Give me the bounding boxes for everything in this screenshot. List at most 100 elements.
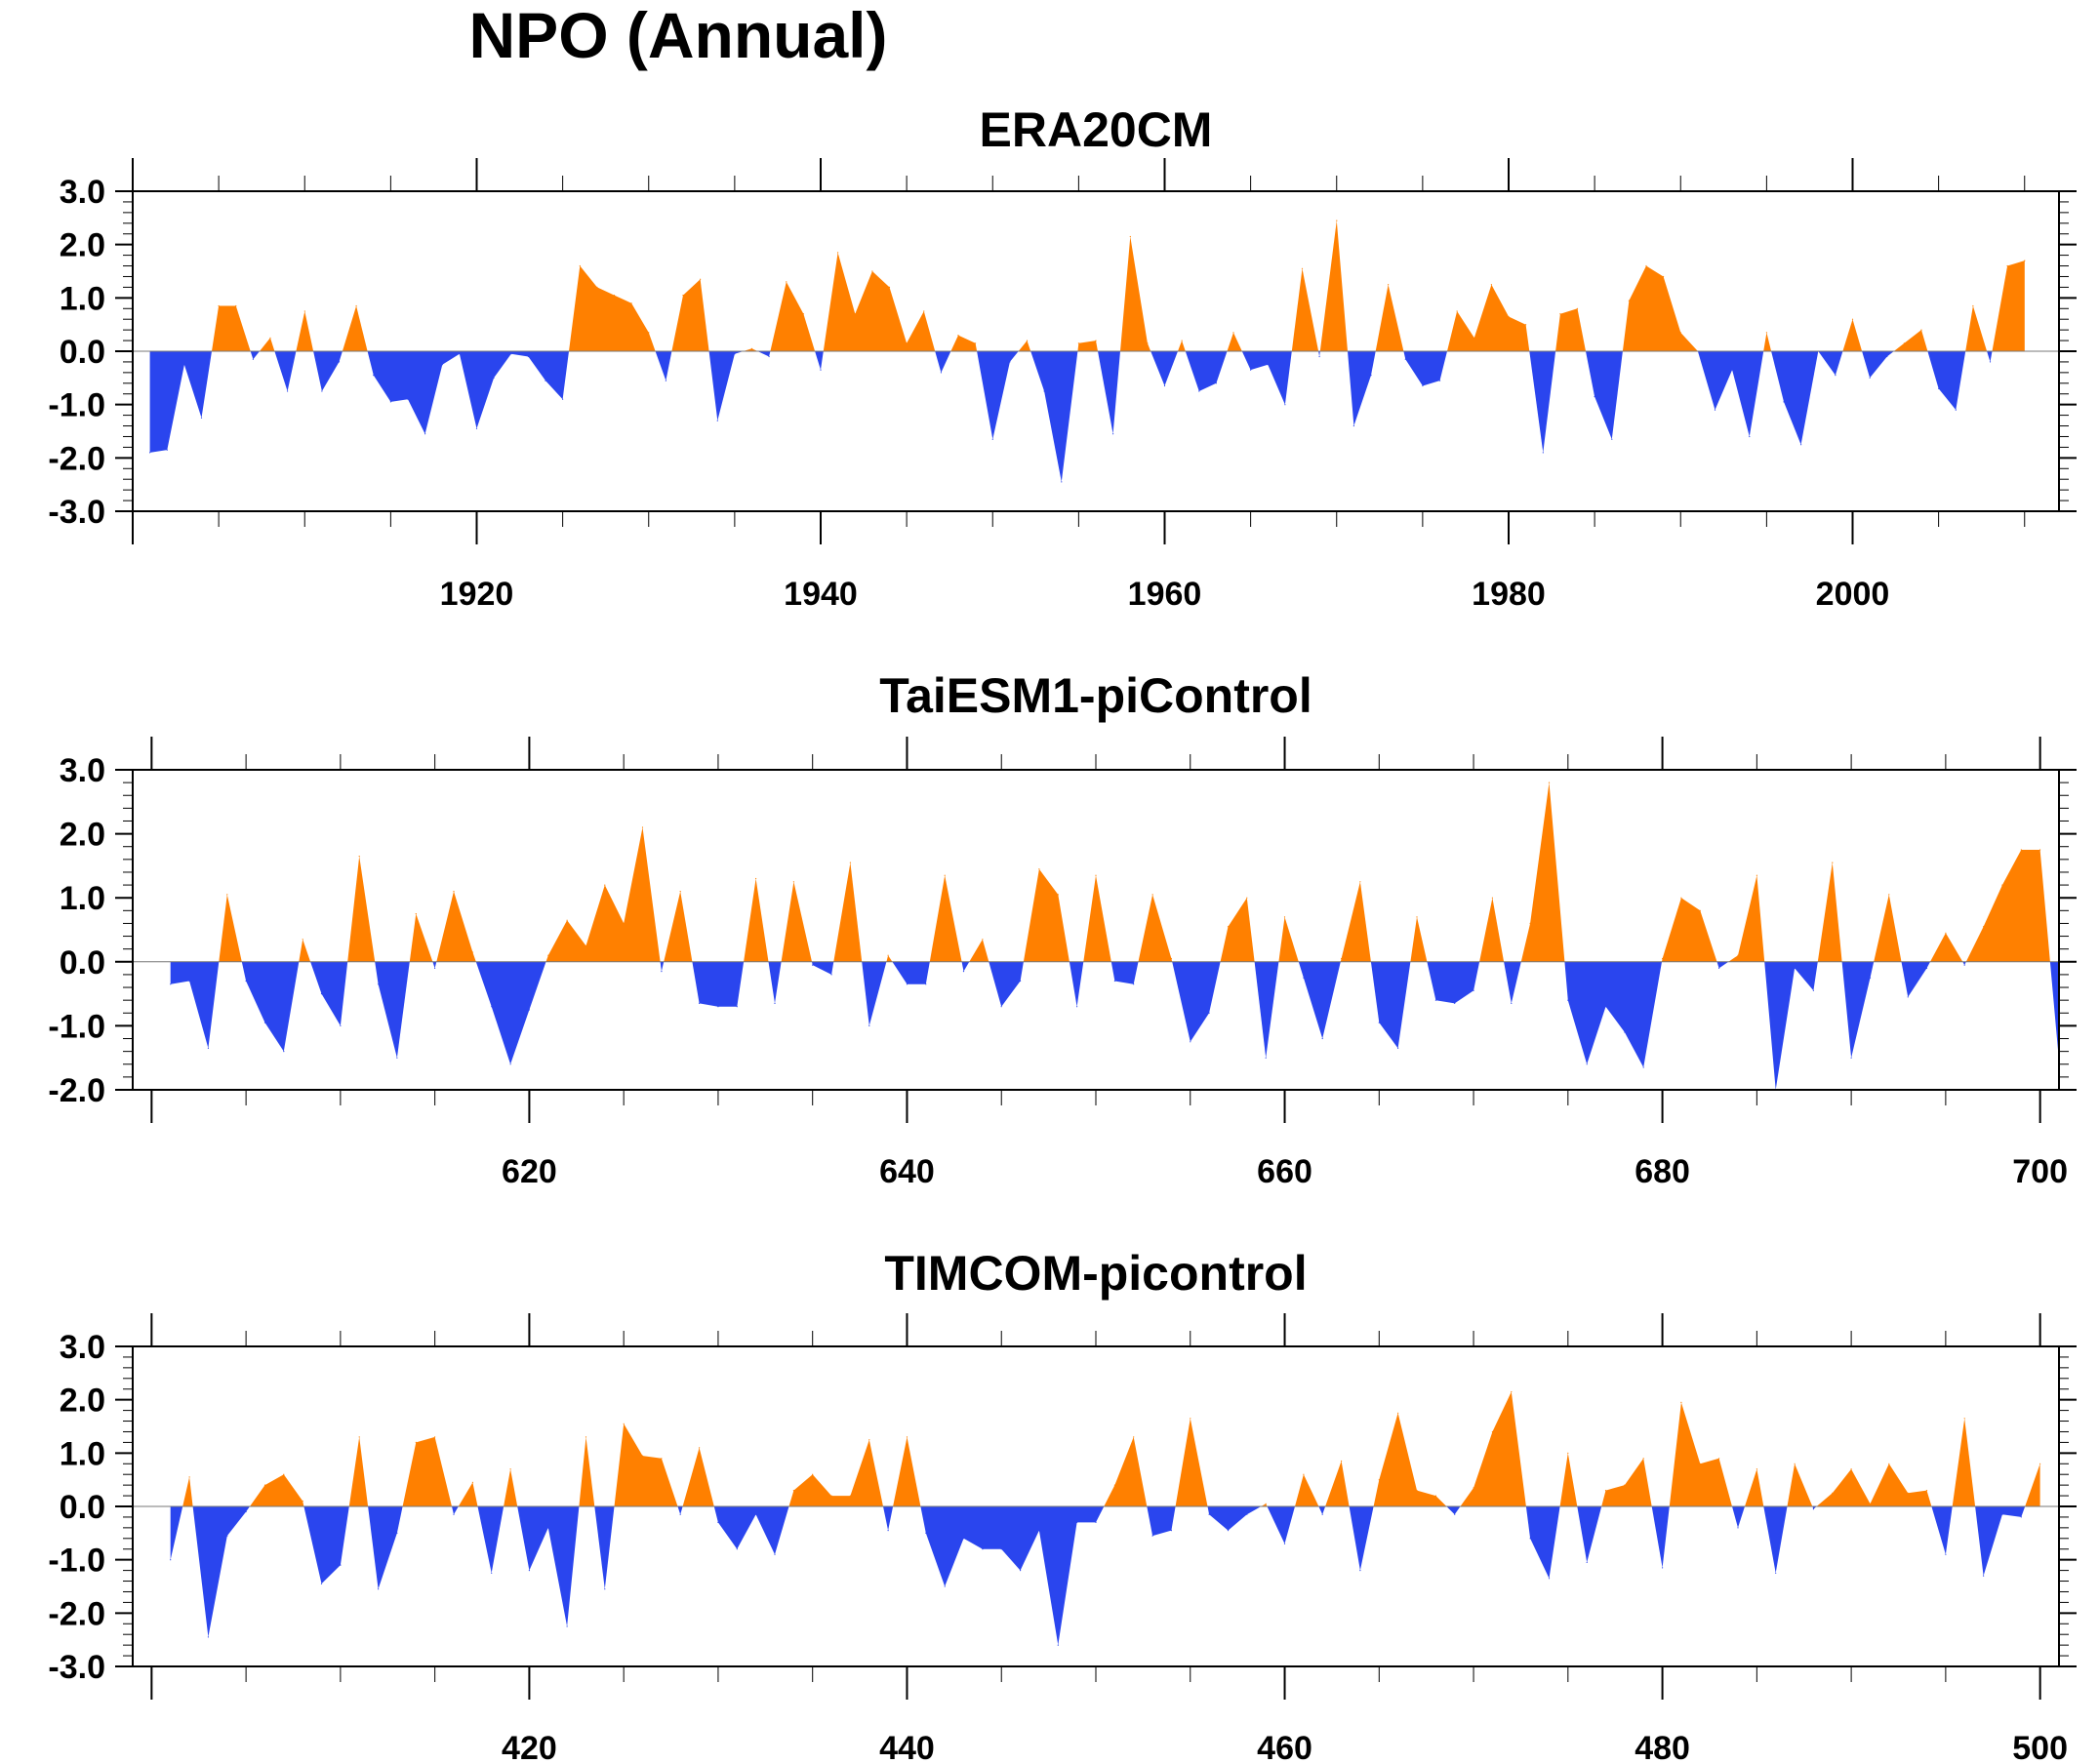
data-point [854, 313, 856, 315]
data-point [2039, 849, 2041, 851]
positive-area [788, 1439, 883, 1506]
y-tick-label: -3.0 [48, 494, 105, 531]
data-point [2020, 849, 2022, 851]
negative-area [1987, 351, 1993, 362]
negative-area [1298, 961, 1341, 1039]
x-tick-label: 680 [1635, 1153, 1690, 1190]
data-point [1920, 329, 1922, 331]
data-point [1869, 977, 1872, 979]
negative-area [1577, 1506, 1602, 1563]
data-point [1352, 424, 1354, 427]
data-point [923, 310, 925, 312]
data-point [1945, 1553, 1947, 1555]
negative-area [660, 961, 665, 972]
data-point [1133, 1436, 1135, 1438]
data-point [245, 1510, 247, 1513]
data-point [340, 1024, 342, 1026]
negative-area [1446, 1506, 1461, 1515]
data-point [1416, 916, 1418, 918]
negative-area [1697, 351, 1764, 437]
negative-area [1318, 351, 1320, 357]
data-point [1731, 369, 1733, 371]
negative-area [1651, 1506, 1670, 1568]
data-point [358, 856, 360, 858]
x-tick-label: 1940 [784, 576, 858, 613]
data-point [1662, 1567, 1664, 1569]
y-tick-label: 3.0 [60, 752, 105, 789]
data-point [1765, 332, 1767, 334]
negative-area [1069, 961, 1084, 1007]
negative-area [655, 351, 672, 381]
data-point [1336, 220, 1338, 221]
negative-area [1525, 1506, 1560, 1579]
y-tick-label: -1.0 [48, 387, 105, 424]
data-point [604, 1588, 606, 1590]
panel-era20cm: ERA20CM 3.0 2.0 1.0 0.0 -1.0 -2.0 -3.0 1920 1940 1… [48, 102, 2077, 613]
data-point [1267, 364, 1269, 366]
data-point [1567, 1452, 1569, 1454]
data-point [1775, 1572, 1777, 1574]
positive-area [1992, 261, 2025, 351]
positive-area [1965, 305, 1988, 351]
positive-area [348, 1436, 369, 1506]
x-tick-label: 620 [502, 1153, 557, 1190]
data-point [1113, 980, 1115, 982]
data-point [1456, 310, 1458, 312]
negative-area [961, 961, 970, 972]
positive-area [1559, 1453, 1578, 1506]
data-point [1208, 1513, 1210, 1515]
data-point [1679, 332, 1681, 334]
data-point [1077, 342, 1079, 344]
data-point [717, 1006, 719, 1008]
negative-area [713, 1506, 789, 1555]
data-point [1370, 375, 1372, 377]
data-point [1604, 1490, 1607, 1492]
negative-area [274, 351, 297, 391]
negative-area [375, 961, 410, 1059]
positive-area [1816, 1463, 1932, 1506]
data-points [170, 782, 2060, 1091]
y-tick-label: 3.0 [60, 1329, 105, 1366]
data-point [1147, 342, 1149, 344]
negative-area [1962, 961, 1966, 966]
positive-area [1817, 862, 1842, 962]
data-point [1756, 874, 1757, 876]
data-point [1009, 361, 1011, 363]
negative-area [1318, 1506, 1326, 1515]
data-point [1511, 1390, 1513, 1393]
data-point [1318, 355, 1320, 358]
positive-area [1787, 1463, 1813, 1506]
data-point [1645, 264, 1647, 267]
data-point [1907, 996, 1909, 998]
data-point [1416, 1490, 1418, 1492]
data-point [1038, 1530, 1040, 1532]
y-tick-label: 2.0 [60, 1383, 105, 1420]
data-point [774, 1553, 776, 1555]
data-point [830, 974, 832, 976]
negative-area [1764, 961, 1818, 1090]
positive-area [212, 305, 251, 351]
data-point [1163, 384, 1166, 387]
data-point [630, 302, 632, 304]
data-point [623, 1423, 625, 1424]
data-point [509, 1468, 511, 1470]
data-points [170, 1390, 2041, 1646]
y-tick-label: 0.0 [60, 334, 105, 371]
data-point [812, 964, 814, 966]
data-point [1378, 1022, 1380, 1023]
data-point [2001, 1513, 2003, 1515]
data-point [906, 983, 908, 985]
data-point [596, 286, 598, 288]
data-point [700, 278, 702, 280]
data-point [679, 1513, 681, 1515]
negative-area [475, 961, 546, 1064]
data-point [925, 983, 927, 985]
positive-area [886, 955, 893, 962]
data-point [641, 1455, 644, 1457]
y-tick-label: 2.0 [60, 817, 105, 854]
data-point [641, 826, 644, 828]
data-point [1133, 983, 1135, 985]
data-point [1076, 1006, 1078, 1008]
data-point [441, 364, 443, 366]
negative-area [1172, 961, 1221, 1042]
